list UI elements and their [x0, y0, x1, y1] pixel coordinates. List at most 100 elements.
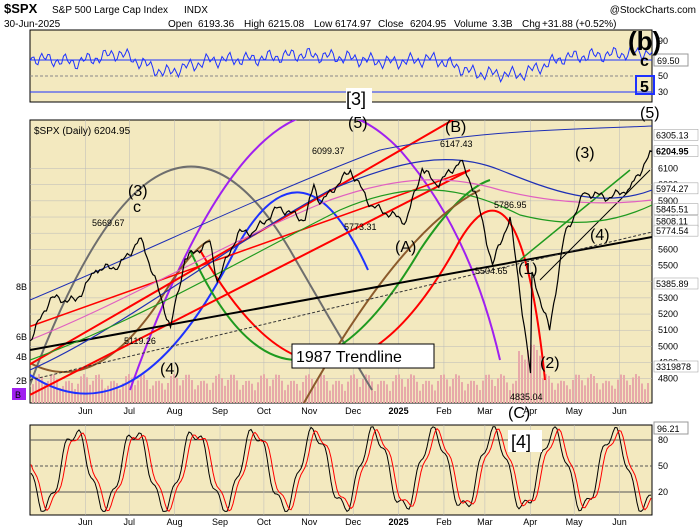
volume-bar: [458, 375, 460, 403]
volume-bar: [35, 376, 37, 403]
price-label-4835: 4835.04: [510, 392, 543, 402]
stoch-tick-20: 20: [658, 487, 668, 497]
price-tick-label: 5200: [658, 309, 678, 319]
x-tick-label: Jul: [124, 406, 136, 416]
price-tick-label: 5100: [658, 325, 678, 335]
volume-bar: [278, 374, 280, 403]
volume-bar: [206, 383, 208, 403]
volume-bar: [434, 390, 436, 403]
rsi-series-line: [30, 46, 652, 83]
volume-bar: [494, 386, 496, 403]
volume-bar: [485, 374, 487, 403]
left-4B-label: 4B: [16, 352, 27, 362]
volume-bar: [161, 383, 163, 403]
close-label: Close: [378, 19, 404, 30]
price-tick-label: 5500: [658, 261, 678, 271]
volume-bar: [152, 385, 154, 403]
x-tick-label: Sep: [212, 517, 228, 527]
right-marker-box: [653, 277, 699, 290]
x-tick-label: Mar: [477, 406, 493, 416]
volume-bar: [176, 377, 178, 403]
volume-bar: [428, 380, 430, 403]
volume-bar: [248, 380, 250, 403]
volume-bar: [557, 383, 559, 403]
volume-bar: [425, 380, 427, 403]
volume-bar: [215, 375, 217, 403]
volume-bar: [554, 389, 556, 403]
volume-bar: [158, 380, 160, 403]
volume-bar: [647, 383, 649, 403]
volume-bar: [353, 374, 355, 403]
volume-bar: [602, 383, 604, 403]
volume-bar: [242, 384, 244, 403]
volume-label: Volume: [454, 19, 488, 30]
volume-bar: [281, 380, 283, 403]
volume-bar: [95, 375, 97, 403]
volume-bar: [470, 380, 472, 403]
price-tick-label: 5300: [658, 293, 678, 303]
wave-c-red-label: c: [640, 53, 649, 70]
right-marker-box: [653, 182, 699, 195]
volume-value: 3.3B: [492, 19, 513, 30]
volume-bar: [128, 374, 130, 403]
volume-bar: [224, 385, 226, 403]
x-tick-label: Aug: [167, 406, 183, 416]
right-marker-label: 5385.89: [656, 279, 689, 289]
volume-bar: [437, 380, 439, 403]
wave-5-box-label: 5: [640, 79, 649, 96]
x-tick-label: 2025: [389, 406, 409, 416]
price-label-6147: 6147.43: [440, 139, 473, 149]
stoch-tick-80: 80: [658, 435, 668, 445]
volume-bar: [80, 376, 82, 403]
volume-bar: [344, 390, 346, 403]
volume-bar: [56, 379, 58, 403]
open-value: 6193.36: [198, 19, 235, 30]
volume-bar: [521, 355, 523, 403]
volume-bar: [122, 383, 124, 403]
x-tick-label: Jul: [124, 517, 136, 527]
rsi-panel: [29, 29, 653, 103]
volume-bar: [182, 380, 184, 403]
stoch-last-box: [653, 421, 689, 435]
volume-bar: [614, 388, 616, 403]
price-tick-label: 5600: [658, 244, 678, 254]
volume-bar: [299, 390, 301, 403]
volume-bar: [440, 375, 442, 403]
chg-value: +31.88 (+0.52%): [542, 19, 617, 30]
volume-bar: [530, 344, 532, 403]
watermark: @StockCharts.com: [610, 5, 696, 16]
volume-bar: [260, 375, 262, 403]
volume-bar: [371, 381, 373, 403]
volume-bar: [290, 380, 292, 403]
volume-bar: [464, 390, 466, 403]
volume-bar: [506, 382, 508, 403]
price-label-5669: 5669.67: [92, 218, 125, 228]
wave-4-box-label: [4]: [511, 432, 531, 452]
right-marker-box: [653, 203, 699, 215]
volume-bar: [59, 388, 61, 403]
volume-bar: [626, 380, 628, 403]
red-arc: [199, 209, 546, 381]
volume-bar: [542, 377, 544, 403]
volume-bar: [569, 389, 571, 403]
trendline-label: 1987 Trendline: [296, 349, 402, 366]
right-marker-label: 3319878: [656, 362, 691, 372]
right-marker-label: 5845.51: [656, 205, 689, 215]
wave-3-right-label: (3): [575, 145, 595, 162]
open-label: Open: [168, 19, 192, 30]
right-marker-label: 5974.27: [656, 184, 689, 194]
gray-arc: [30, 165, 373, 391]
volume-bar: [608, 381, 610, 403]
volume-bar: [533, 344, 535, 403]
volume-bar: [593, 376, 595, 403]
volume-bar: [401, 379, 403, 403]
volume-bar: [548, 375, 550, 403]
x-tick-label: Dec: [345, 517, 362, 527]
volume-bar: [167, 383, 169, 403]
price-label-6099: 6099.37: [312, 146, 345, 156]
volume-bar: [410, 374, 412, 403]
volume-bar: [254, 390, 256, 403]
volume-bar: [218, 374, 220, 403]
volume-bar: [113, 380, 115, 403]
